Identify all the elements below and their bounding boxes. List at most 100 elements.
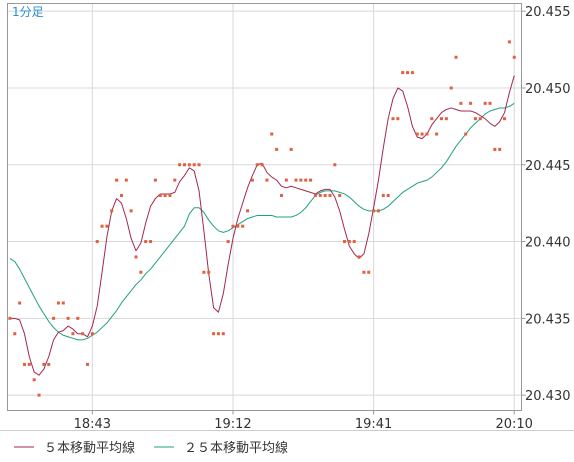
price-point-36 bbox=[182, 163, 186, 167]
price-point-53 bbox=[265, 178, 269, 182]
price-point-68 bbox=[338, 193, 342, 197]
x-tick-label-3: 20:10 bbox=[495, 417, 532, 432]
price-point-14 bbox=[76, 316, 80, 320]
price-point-92 bbox=[454, 55, 458, 59]
price-point-81 bbox=[401, 71, 405, 75]
price-point-21 bbox=[110, 209, 114, 213]
price-point-44 bbox=[221, 332, 225, 336]
x-tick-label-1: 19:12 bbox=[214, 417, 251, 432]
price-point-32 bbox=[163, 193, 167, 197]
price-point-11 bbox=[61, 301, 65, 305]
price-point-37 bbox=[187, 163, 191, 167]
price-point-52 bbox=[260, 163, 264, 167]
timeframe-label: 1分足 bbox=[12, 5, 44, 19]
price-point-88 bbox=[435, 132, 439, 136]
price-point-76 bbox=[376, 209, 380, 213]
price-point-103 bbox=[507, 40, 511, 44]
price-point-97 bbox=[478, 117, 482, 121]
y-tick-label-3: 20.445 bbox=[525, 159, 571, 174]
price-point-74 bbox=[367, 270, 371, 274]
legend-ma5-label: ５本移動平均線 bbox=[44, 440, 135, 456]
price-point-6 bbox=[37, 393, 41, 397]
price-point-71 bbox=[352, 240, 356, 244]
price-point-26 bbox=[134, 255, 138, 259]
x-axis-ticks: 18:43 19:12 19:41 20:10 bbox=[74, 410, 533, 432]
price-point-62 bbox=[309, 178, 313, 182]
price-point-100 bbox=[493, 147, 497, 151]
price-point-41 bbox=[207, 270, 211, 274]
price-point-90 bbox=[444, 117, 448, 121]
price-point-93 bbox=[459, 101, 463, 105]
price-point-79 bbox=[391, 117, 395, 121]
price-point-70 bbox=[347, 240, 351, 244]
price-point-84 bbox=[415, 132, 419, 136]
price-point-89 bbox=[439, 117, 443, 121]
price-point-10 bbox=[56, 301, 60, 305]
price-point-101 bbox=[498, 147, 502, 151]
price-point-80 bbox=[396, 117, 400, 121]
price-point-46 bbox=[231, 224, 235, 228]
plot-frame bbox=[7, 3, 522, 411]
price-point-94 bbox=[464, 132, 468, 136]
price-points bbox=[8, 40, 516, 397]
y-tick-label-2: 20.440 bbox=[525, 236, 571, 251]
legend-ma25-label: ２５本移動平均線 bbox=[184, 440, 288, 456]
price-point-12 bbox=[66, 316, 70, 320]
price-point-67 bbox=[333, 163, 337, 167]
price-point-51 bbox=[255, 163, 259, 167]
price-point-2 bbox=[18, 301, 22, 305]
price-point-5 bbox=[32, 378, 36, 382]
price-point-65 bbox=[323, 193, 327, 197]
price-point-16 bbox=[86, 362, 90, 366]
price-point-77 bbox=[381, 193, 385, 197]
price-point-18 bbox=[95, 240, 99, 244]
grid-lines bbox=[7, 3, 522, 411]
ma25-line bbox=[9, 102, 515, 341]
price-point-49 bbox=[246, 209, 250, 213]
price-point-82 bbox=[406, 71, 410, 75]
price-point-7 bbox=[42, 362, 46, 366]
y-tick-label-0: 20.430 bbox=[525, 389, 571, 404]
price-point-13 bbox=[71, 332, 75, 336]
price-point-78 bbox=[386, 193, 390, 197]
price-point-38 bbox=[192, 163, 196, 167]
price-point-102 bbox=[503, 117, 507, 121]
price-point-66 bbox=[328, 193, 332, 197]
price-point-17 bbox=[90, 332, 94, 336]
price-point-98 bbox=[483, 101, 487, 105]
price-point-96 bbox=[473, 117, 477, 121]
price-point-29 bbox=[149, 240, 153, 244]
price-point-86 bbox=[425, 132, 429, 136]
price-point-83 bbox=[410, 71, 414, 75]
price-point-63 bbox=[313, 193, 317, 197]
price-point-19 bbox=[100, 224, 104, 228]
y-tick-label-1: 20.435 bbox=[525, 312, 571, 327]
y-tick-label-4: 20.450 bbox=[525, 82, 571, 97]
y-tick-label-5: 20.455 bbox=[525, 5, 571, 20]
price-point-15 bbox=[81, 332, 85, 336]
price-point-22 bbox=[115, 178, 119, 182]
price-point-25 bbox=[129, 209, 133, 213]
price-point-24 bbox=[124, 178, 128, 182]
price-point-9 bbox=[52, 316, 56, 320]
ma25-series bbox=[9, 102, 515, 341]
price-point-20 bbox=[105, 224, 109, 228]
price-point-54 bbox=[270, 132, 274, 136]
price-point-8 bbox=[47, 362, 51, 366]
price-point-3 bbox=[22, 362, 26, 366]
legend: ５本移動平均線 ２５本移動平均線 bbox=[14, 440, 288, 456]
price-point-87 bbox=[430, 117, 434, 121]
price-point-56 bbox=[279, 193, 283, 197]
price-point-33 bbox=[168, 193, 172, 197]
price-point-39 bbox=[197, 163, 201, 167]
price-point-55 bbox=[275, 147, 279, 151]
price-point-45 bbox=[226, 240, 230, 244]
price-point-64 bbox=[318, 193, 322, 197]
price-point-0 bbox=[8, 316, 12, 320]
price-point-1 bbox=[13, 332, 17, 336]
price-point-4 bbox=[27, 362, 31, 366]
x-tick-label-0: 18:43 bbox=[74, 417, 111, 432]
price-point-95 bbox=[469, 101, 473, 105]
